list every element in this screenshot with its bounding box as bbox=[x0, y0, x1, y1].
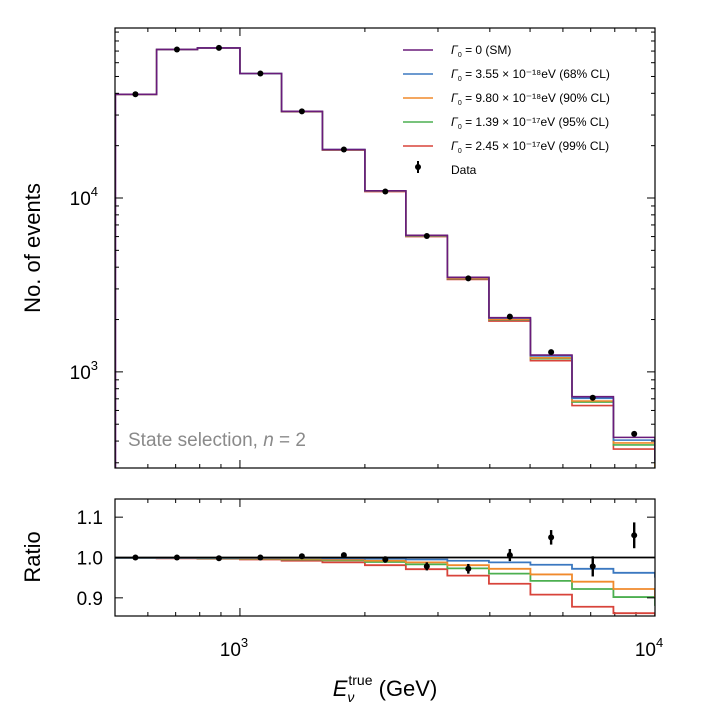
data-point bbox=[423, 232, 430, 239]
legend: Γ0 = 0 (SM) Γ0 = 3.55 × 10⁻¹⁸eV (68% CL) Γ… bbox=[403, 43, 610, 177]
main-y-tick-label: 104 bbox=[70, 184, 98, 210]
ratio-data-point bbox=[382, 556, 389, 563]
legend-label-data: Data bbox=[451, 163, 477, 177]
ratio-data-point bbox=[631, 532, 638, 539]
ratio-panel: 0.9 1.0 1.1 Ratio 103 104 Eνtrue (GeV) bbox=[20, 498, 663, 705]
ratio-y-axis-label: Ratio bbox=[20, 531, 45, 582]
main-axes-frame bbox=[114, 27, 656, 469]
main-series-line-0 bbox=[115, 47, 655, 461]
data-point bbox=[257, 70, 264, 77]
data-point bbox=[589, 394, 596, 401]
data-point bbox=[298, 108, 305, 115]
main-y-tick-label: 103 bbox=[70, 358, 98, 384]
ratio-data-point bbox=[132, 554, 139, 561]
main-y-axis-label: No. of events bbox=[20, 183, 45, 313]
ratio-data-point bbox=[257, 554, 264, 561]
data-point bbox=[631, 430, 638, 437]
ratio-data-point bbox=[589, 563, 596, 570]
x-tick-label: 103 bbox=[220, 635, 248, 661]
main-series-line-2 bbox=[115, 47, 655, 467]
legend-label: Γ0 = 2.45 × 10⁻¹⁷eV (99% CL) bbox=[451, 139, 609, 155]
ratio-data-point bbox=[173, 554, 180, 561]
legend-label: Γ0 = 0 (SM) bbox=[451, 43, 511, 59]
ratio-data-point bbox=[340, 552, 347, 559]
ratio-y-tick-label: 1.1 bbox=[77, 508, 103, 529]
ratio-axes-frame bbox=[114, 498, 656, 617]
data-point bbox=[340, 146, 347, 153]
ratio-series-line-1 bbox=[115, 557, 655, 598]
ratio-data-point bbox=[465, 565, 472, 572]
ratio-data-point bbox=[548, 534, 555, 541]
data-point bbox=[465, 275, 472, 282]
legend-label: Γ0 = 9.80 × 10⁻¹⁸eV (90% CL) bbox=[451, 91, 610, 107]
ratio-data-point bbox=[215, 555, 222, 562]
selection-annotation: State selection, n = 2 bbox=[128, 430, 306, 451]
ratio-data-point bbox=[423, 563, 430, 570]
data-point bbox=[132, 91, 139, 98]
data-point bbox=[506, 313, 513, 320]
legend-label: Γ0 = 3.55 × 10⁻¹⁸eV (68% CL) bbox=[451, 67, 610, 83]
ratio-data-point bbox=[506, 552, 513, 559]
x-tick-label: 104 bbox=[635, 635, 663, 661]
ratio-y-tick-label: 1.0 bbox=[77, 549, 103, 570]
main-series-line-4 bbox=[115, 47, 655, 468]
legend-label: Γ0 = 1.39 × 10⁻¹⁷eV (95% CL) bbox=[451, 115, 609, 131]
ratio-series-line-3 bbox=[115, 557, 655, 616]
x-axis-label: Eνtrue (GeV) bbox=[333, 672, 438, 705]
data-point bbox=[382, 188, 389, 195]
main-panel: 103 104 No. of events State selection, n … bbox=[20, 27, 656, 616]
data-point bbox=[215, 44, 222, 51]
ratio-data-point bbox=[298, 553, 305, 560]
data-point bbox=[548, 349, 555, 356]
data-point bbox=[173, 46, 180, 53]
ratio-y-tick-label: 0.9 bbox=[77, 589, 103, 610]
